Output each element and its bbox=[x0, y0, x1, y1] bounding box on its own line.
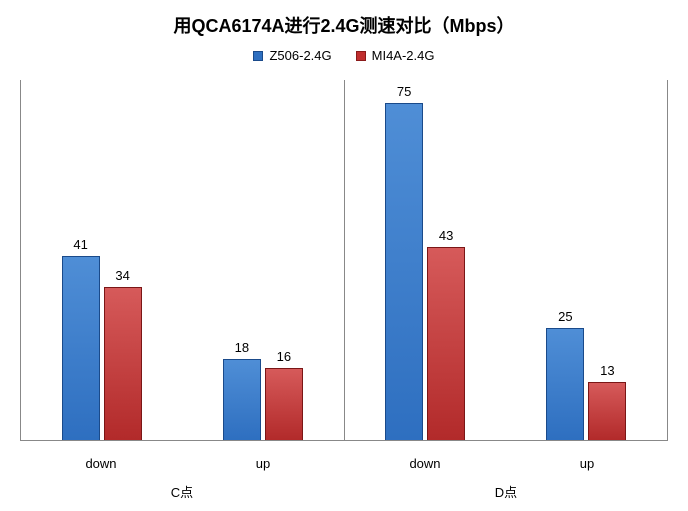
bar-label: 13 bbox=[600, 363, 614, 378]
bar-label: 34 bbox=[115, 268, 129, 283]
bar-1-0-1: 43 bbox=[427, 247, 465, 441]
bar-label: 43 bbox=[439, 228, 453, 243]
bar-label: 16 bbox=[277, 349, 291, 364]
plot-area: 41 34 18 16 7 bbox=[20, 80, 668, 441]
legend-item-0: Z506-2.4G bbox=[253, 48, 331, 63]
group-panel-0: 41 34 18 16 bbox=[20, 80, 345, 441]
bar-1-1-1: 13 bbox=[588, 382, 626, 441]
subgroup-1-1: 25 13 bbox=[506, 80, 667, 440]
x-sub-group-0: down up bbox=[20, 456, 344, 471]
subgroup-1-0: 75 43 bbox=[345, 80, 506, 440]
bar-label: 75 bbox=[397, 84, 411, 99]
x-sub-labels: down up down up bbox=[20, 456, 668, 471]
legend-label-1: MI4A-2.4G bbox=[372, 48, 435, 63]
x-sub-group-1: down up bbox=[344, 456, 668, 471]
x-sub-1-0: down bbox=[344, 456, 506, 471]
bar-label: 25 bbox=[558, 309, 572, 324]
chart-title: 用QCA6174A进行2.4G测速对比（Mbps） bbox=[0, 0, 688, 38]
bars-row: 41 34 18 16 7 bbox=[20, 80, 668, 441]
subgroup-0-1: 18 16 bbox=[182, 80, 343, 440]
bar-0-1-1: 16 bbox=[265, 368, 303, 440]
group-panel-1: 75 43 25 13 bbox=[345, 80, 669, 441]
chart-container: 用QCA6174A进行2.4G测速对比（Mbps） Z506-2.4G MI4A… bbox=[0, 0, 688, 511]
legend-swatch-0 bbox=[253, 51, 263, 61]
subgroup-0-0: 41 34 bbox=[21, 80, 182, 440]
bar-label: 41 bbox=[73, 237, 87, 252]
bar-0-0-1: 34 bbox=[104, 287, 142, 440]
legend-item-1: MI4A-2.4G bbox=[356, 48, 435, 63]
bar-0-1-0: 18 bbox=[223, 359, 261, 440]
legend-label-0: Z506-2.4G bbox=[269, 48, 331, 63]
x-sub-0-0: down bbox=[20, 456, 182, 471]
x-sub-1-1: up bbox=[506, 456, 668, 471]
bar-1-0-0: 75 bbox=[385, 103, 423, 441]
x-sub-0-1: up bbox=[182, 456, 344, 471]
bar-label: 18 bbox=[235, 340, 249, 355]
bar-0-0-0: 41 bbox=[62, 256, 100, 441]
legend-swatch-1 bbox=[356, 51, 366, 61]
chart-legend: Z506-2.4G MI4A-2.4G bbox=[0, 48, 688, 63]
bar-1-1-0: 25 bbox=[546, 328, 584, 441]
x-group-1: D点 bbox=[344, 482, 668, 501]
x-group-labels: C点 D点 bbox=[20, 482, 668, 501]
x-group-0: C点 bbox=[20, 482, 344, 501]
